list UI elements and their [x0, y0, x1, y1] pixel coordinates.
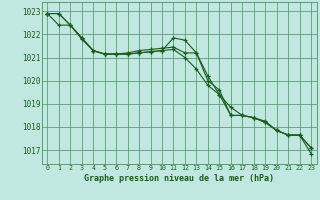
- X-axis label: Graphe pression niveau de la mer (hPa): Graphe pression niveau de la mer (hPa): [84, 174, 274, 183]
